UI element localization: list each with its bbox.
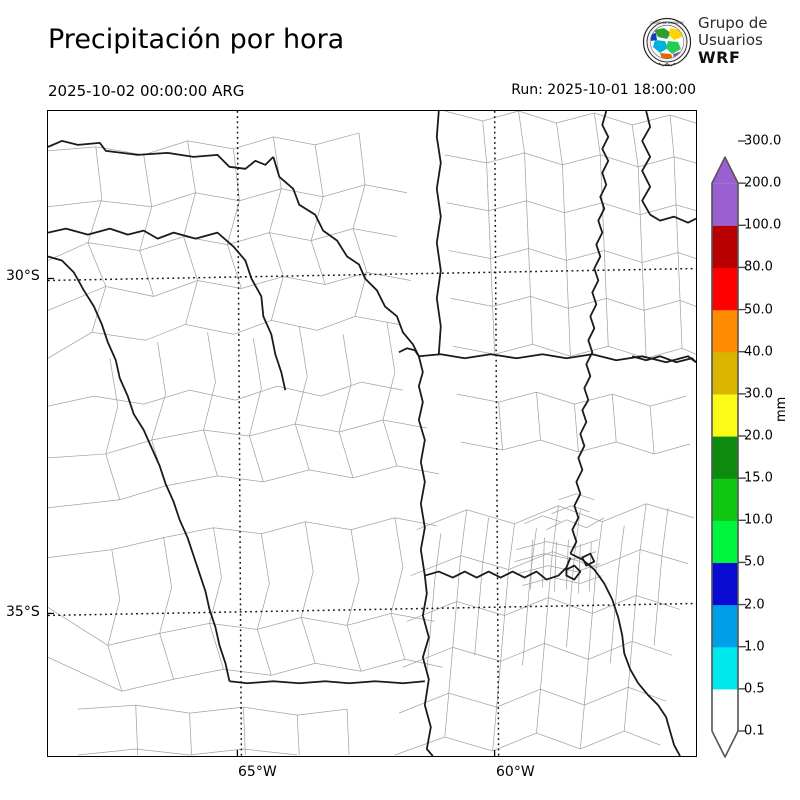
colorbar-tick-label: 300.0	[744, 133, 782, 149]
colorbar-tick-label: 50.0	[744, 302, 773, 318]
colorbar-segment	[712, 183, 738, 226]
globe-emblem-icon: GRUPO DE USUARIOS	[640, 16, 694, 70]
logo: GRUPO DE USUARIOS Grupo de Usuarios WRF	[640, 14, 794, 74]
colorbar-tick-label: 2.0	[744, 597, 765, 613]
colorbar-segment	[712, 267, 738, 311]
lat-label-30s: 30°S	[6, 268, 40, 284]
graticule	[48, 111, 696, 756]
colorbar-extend-min	[712, 731, 738, 757]
province-boundaries	[48, 111, 696, 756]
lat-label-35s: 35°S	[6, 604, 40, 620]
colorbar-tick-label: 10.0	[744, 512, 773, 528]
colorbar-segment	[712, 309, 738, 353]
valid-time-label: 2025-10-02 00:00:00 ARG	[48, 82, 245, 100]
colorbar-tick-label: 5.0	[744, 554, 765, 570]
colorbar-tick-label: 0.1	[744, 723, 765, 739]
map-vector	[48, 111, 696, 756]
colorbar-segment	[712, 393, 738, 437]
colorbar-tick-label: 80.0	[744, 259, 773, 275]
lon-label-60w: 60°W	[496, 764, 535, 780]
logo-text: Grupo de Usuarios WRF	[698, 14, 794, 67]
colorbar-gradient	[711, 140, 746, 758]
lon-label-65w: 65°W	[238, 764, 277, 780]
colorbar-extend-max	[712, 157, 738, 184]
logo-line-2: Usuarios	[698, 31, 763, 49]
colorbar-segment	[712, 478, 738, 521]
colorbar-segment	[712, 646, 738, 690]
colorbar-unit-label: mm	[774, 396, 789, 422]
colorbar-segment	[712, 436, 738, 479]
colorbar: 300.0 200.0 100.0 80.0 50.0 40.0 30.0 20.0 15.0 1…	[706, 112, 798, 762]
colorbar-segment	[712, 520, 738, 564]
colorbar-segment	[712, 351, 738, 395]
model-run-label: Run: 2025-10-01 18:00:00	[511, 82, 696, 98]
colorbar-segment	[712, 562, 738, 606]
colorbar-tick-label: 0.5	[744, 681, 765, 697]
colorbar-tick-label: 200.0	[744, 175, 782, 191]
page-title: Precipitación por hora	[48, 24, 345, 55]
logo-line-3: WRF	[698, 48, 741, 67]
logo-line-1: Grupo de	[698, 14, 768, 32]
department-boundaries	[48, 111, 696, 756]
svg-text:GRUPO DE USUARIOS: GRUPO DE USUARIOS	[650, 21, 684, 25]
colorbar-segment	[712, 225, 738, 269]
colorbar-tick-label: 30.0	[744, 386, 773, 402]
colorbar-tick-label: 15.0	[744, 470, 773, 486]
colorbar-tick-label: 40.0	[744, 344, 773, 360]
colorbar-segment	[712, 604, 738, 648]
map-canvas[interactable]	[47, 110, 697, 757]
colorbar-tick-label: 20.0	[744, 428, 773, 444]
colorbar-tick-label: 100.0	[744, 217, 782, 233]
colorbar-tick-label: 1.0	[744, 639, 765, 655]
frame-ticks	[48, 277, 496, 756]
colorbar-segment	[712, 688, 738, 732]
